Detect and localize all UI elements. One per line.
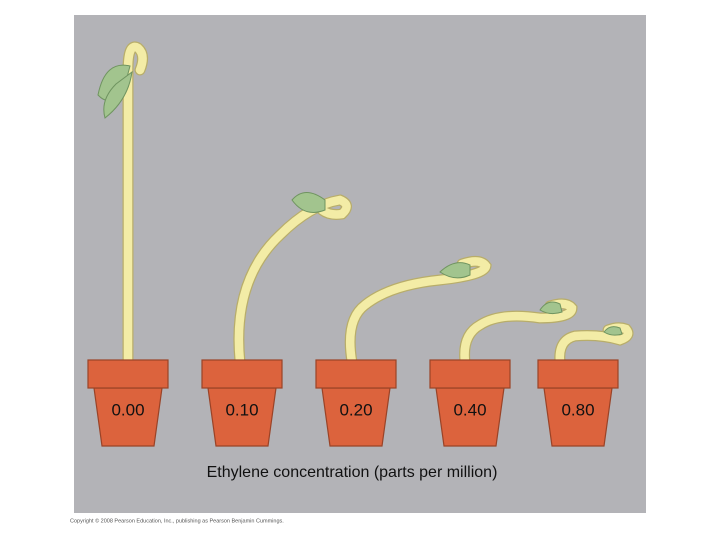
copyright: Copyright © 2008 Pearson Education, Inc.… [70,517,284,524]
pot-label: 0.80 [561,400,594,419]
pot-rim [537,359,619,389]
caption: Ethylene concentration (parts per millio… [207,464,498,481]
pot-label: 0.00 [111,400,144,419]
pots: 0.00 0.10 0.20 0.40 0.80 [87,359,619,447]
pot-rim [429,359,511,389]
pot-rim [201,359,283,389]
pot-label: 0.10 [225,400,258,419]
pot-label: 0.40 [453,400,486,419]
pot-rim [87,359,169,389]
pot-label: 0.20 [339,400,372,419]
seedlings [97,41,634,368]
pot-rim [315,359,397,389]
